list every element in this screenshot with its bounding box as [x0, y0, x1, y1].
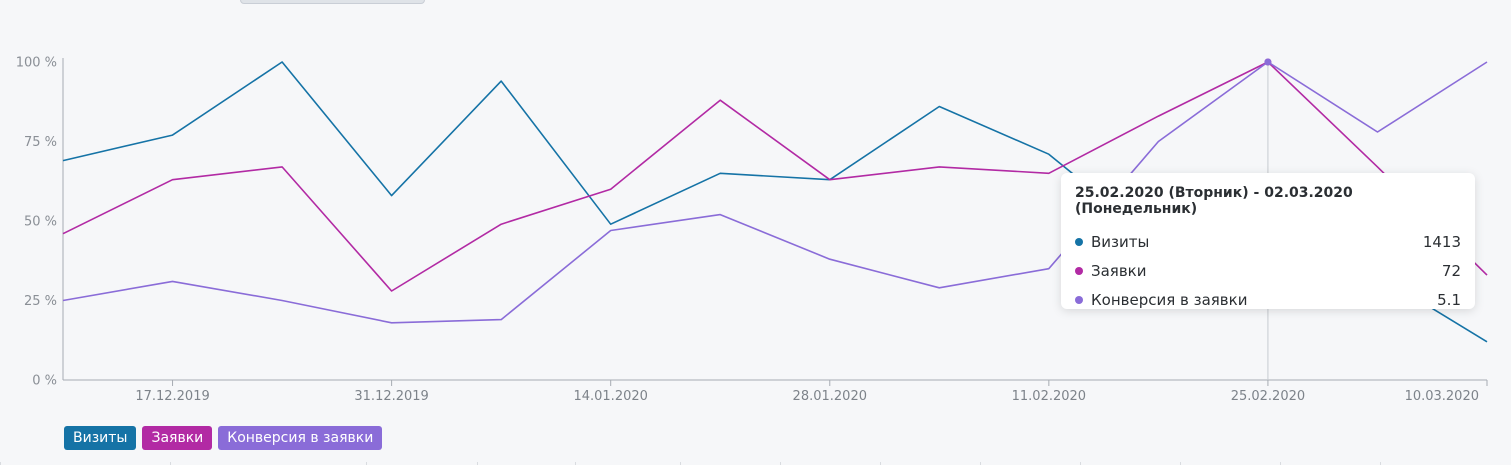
x-tick-label: 14.01.2020 [573, 389, 647, 404]
conversion-dot-icon [1075, 295, 1083, 304]
bottom-grid-tick [1080, 462, 1081, 465]
y-axis-ticks: 0 % 25 % 50 % 75 % 100 % [16, 56, 57, 389]
bottom-grid-tick [1180, 462, 1181, 465]
y-tick-label: 75 % [24, 135, 57, 150]
tooltip-label-leads: Заявки [1091, 261, 1147, 280]
bottom-grid-tick [880, 462, 881, 465]
bottom-grid-tick [1380, 462, 1381, 465]
x-tick-label: 25.02.2020 [1231, 389, 1305, 404]
bottom-grid-strip [0, 462, 1381, 465]
bottom-grid-tick [575, 462, 576, 465]
y-tick-label: 50 % [24, 215, 57, 230]
x-axis: 17.12.2019 31.12.2019 14.01.2020 28.01.2020… [62, 58, 1488, 404]
bottom-grid-tick [1280, 462, 1281, 465]
y-tick-label: 0 % [32, 374, 57, 389]
legend-toggle-leads[interactable]: Заявки [142, 426, 213, 450]
chart-tooltip: 25.02.2020 (Вторник) - 02.03.2020 (Понед… [1061, 173, 1475, 309]
y-tick-label: 25 % [24, 294, 57, 309]
bottom-grid-tick [980, 462, 981, 465]
bottom-grid-tick [366, 462, 367, 465]
bottom-grid-tick [477, 462, 478, 465]
bottom-grid-tick [170, 462, 171, 465]
tooltip-row-leads: Заявки 72 [1075, 256, 1461, 285]
x-tick-label: 10.03.2020 [1405, 389, 1479, 404]
visits-dot-icon [1075, 237, 1083, 246]
tooltip-row-conversion: Конверсия в заявки 5.1 [1075, 285, 1461, 314]
tooltip-value-visits: 1413 [1422, 232, 1461, 251]
bottom-grid-tick [780, 462, 781, 465]
leads-dot-icon [1075, 266, 1083, 275]
legend-toggle-visits[interactable]: Визиты [64, 426, 137, 450]
bottom-grid-tick [680, 462, 681, 465]
x-tick-label: 11.02.2020 [1012, 389, 1086, 404]
tooltip-label-visits: Визиты [1091, 232, 1150, 251]
tooltip-title: 25.02.2020 (Вторник) - 02.03.2020 (Понед… [1075, 185, 1353, 217]
tooltip-label-conversion: Конверсия в заявки [1091, 290, 1248, 309]
series-line-leads [62, 61, 1488, 292]
bottom-grid-tick [0, 462, 1, 465]
x-tick-label: 17.12.2019 [135, 389, 209, 404]
y-tick-label: 100 % [16, 56, 57, 71]
tooltip-value-leads: 72 [1441, 261, 1461, 280]
x-tick-label: 28.01.2020 [793, 389, 867, 404]
series-line-conversion [62, 61, 1488, 324]
legend-toggle-conversion[interactable]: Конверсия в заявки [218, 426, 383, 450]
x-tick-label: 31.12.2019 [354, 389, 428, 404]
tooltip-row-visits: Визиты 1413 [1075, 227, 1461, 256]
hover-point-conversion [1264, 58, 1272, 66]
chart-legend: Визиты Заявки Конверсия в заявки [64, 426, 383, 450]
tooltip-value-conversion: 5.1 [1437, 290, 1461, 309]
